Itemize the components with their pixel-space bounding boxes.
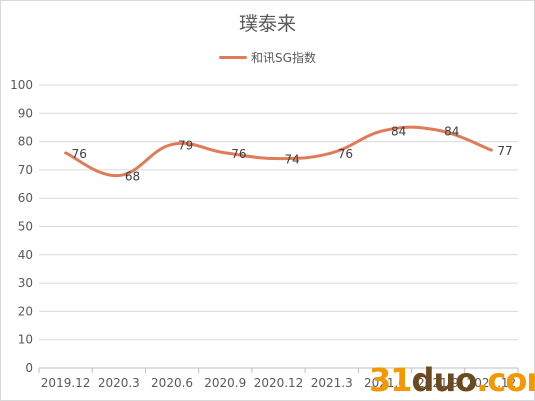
data-label: 76 (72, 147, 87, 161)
x-tick-label: 2020.9 (204, 376, 246, 390)
data-labels: 76 68 79 76 74 76 84 84 77 (72, 124, 513, 183)
data-label: 79 (178, 138, 193, 152)
data-label: 74 (285, 153, 300, 167)
data-label: 77 (497, 144, 512, 158)
legend-swatch (219, 56, 248, 59)
x-tick-label: 2019.12 (41, 376, 91, 390)
y-tick-label: 30 (18, 276, 33, 290)
y-tick-label: 80 (18, 135, 33, 149)
x-tick-label: 2020.3 (98, 376, 140, 390)
watermark-logo: 31duo.com (369, 361, 535, 399)
y-tick-label: 100 (10, 78, 33, 92)
data-label: 84 (444, 124, 459, 138)
x-tick-label: 2020.6 (151, 376, 193, 390)
data-label: 84 (391, 124, 406, 138)
data-label: 76 (231, 147, 246, 161)
y-tick-label: 50 (18, 220, 33, 234)
y-tick-label: 0 (25, 361, 33, 375)
chart-title: 璞泰来 (238, 13, 296, 35)
x-tick-label: 2021.12 (467, 376, 517, 390)
series-line-group (64, 125, 493, 178)
legend-entry: 和讯SG指数 (251, 51, 316, 65)
y-tick-label: 90 (18, 106, 33, 120)
y-tick-label: 20 (18, 304, 33, 318)
data-label: 68 (125, 170, 140, 184)
x-tick-label: 2021.9 (417, 376, 459, 390)
x-tick-label: 2021.3 (311, 376, 353, 390)
y-axis: 0 10 20 30 40 50 60 70 80 90 100 (10, 78, 33, 375)
y-tick-label: 60 (18, 191, 33, 205)
x-tick-label: 2021.6 (364, 376, 406, 390)
series-line (64, 125, 493, 178)
data-label: 76 (338, 147, 353, 161)
x-axis: 2019.12 2020.3 2020.6 2020.9 2020.12 2021.3 20… (38, 368, 519, 390)
x-tick-label: 2020.12 (254, 376, 304, 390)
grid-lines (39, 84, 518, 369)
y-tick-label: 40 (18, 248, 33, 262)
y-tick-label: 70 (18, 163, 33, 177)
y-tick-label: 10 (18, 333, 33, 347)
chart-legend: 和讯SG指数 (1, 49, 534, 66)
